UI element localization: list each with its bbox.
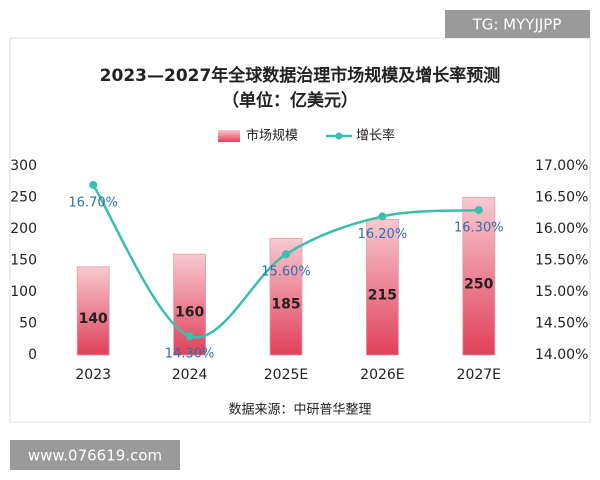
line-value-label: 16.30% [454,221,504,236]
legend-label: 市场规模 [246,128,298,144]
y-tick-label: 250 [10,190,37,206]
line-value-label: 16.20% [358,227,408,242]
y2-tick-label: 17.00% [535,158,588,174]
bar [462,197,496,356]
bar [76,266,110,356]
legend-label: 增长率 [356,128,395,144]
watermark-box [10,440,180,470]
chart-subtitle: （单位：亿美元） [222,90,358,111]
watermark-box [445,10,590,38]
y2-tick-label: 15.00% [535,284,588,300]
line-marker [185,332,194,341]
source-note: 数据来源：中研普华整理 [228,403,371,418]
bar-value-label: 160 [175,305,204,321]
line-value-label: 16.70% [68,195,118,210]
y2-tick-label: 14.50% [535,316,588,332]
chart-title: 2023—2027年全球数据治理市场规模及增长率预测 [100,65,501,86]
line-value-label: 14.30% [165,347,215,362]
y-tick-label: 200 [10,221,37,237]
line-marker [282,250,290,259]
y-tick-label: 50 [19,316,37,332]
bar-value-label: 185 [271,297,300,313]
line-value-label: 15.60% [261,265,311,280]
legend-swatch [335,132,343,140]
line-marker [378,212,387,221]
line-marker [474,206,483,215]
y-tick-label: 300 [10,158,37,174]
y-tick-label: 150 [10,253,37,269]
x-tick-label: 2026E [360,367,404,383]
x-tick-label: 2024 [172,367,208,383]
y2-tick-label: 16.00% [535,221,588,237]
x-tick-label: 2027E [457,367,501,383]
line-marker [89,180,98,189]
y2-tick-label: 16.50% [535,190,588,206]
y-tick-label: 100 [10,284,37,300]
y2-tick-label: 14.00% [535,347,588,363]
watermark: TG: MYYJJPP [472,16,562,34]
bar-value-label: 215 [368,287,397,303]
watermark: www.076619.com [28,447,162,465]
bar [365,219,399,356]
bar-value-label: 250 [464,276,493,292]
growth-line [92,184,479,339]
y-tick-label: 0 [28,347,37,363]
bar-value-label: 140 [79,311,108,327]
x-tick-label: 2023 [75,367,111,383]
y2-tick-label: 15.50% [535,253,588,269]
legend-swatch [218,130,240,142]
x-tick-label: 2025E [264,367,308,383]
